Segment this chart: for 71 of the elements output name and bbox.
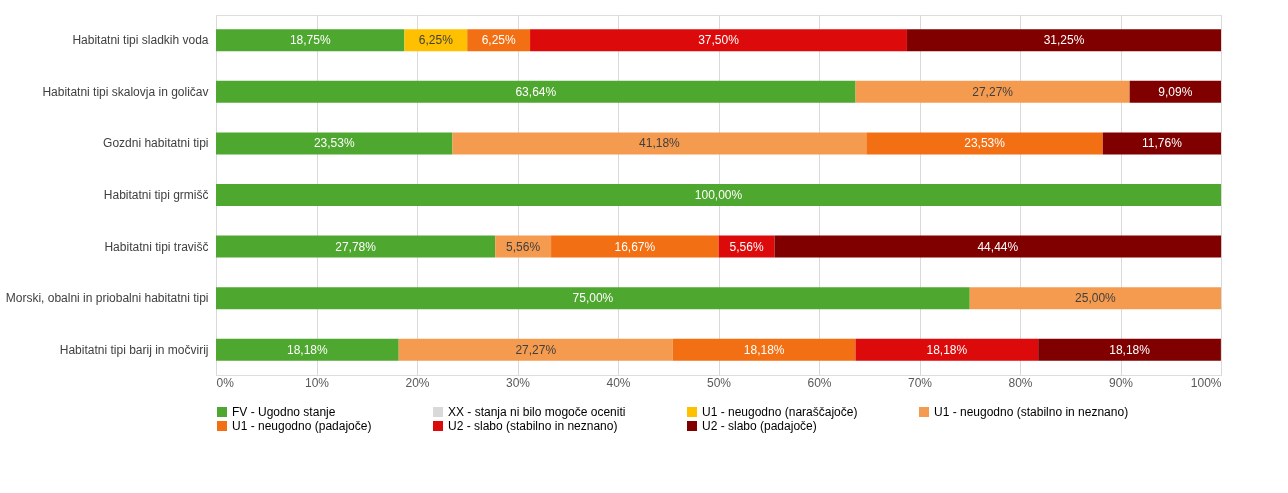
legend-label: U1 - neugodno (padajoče) (232, 419, 372, 433)
data-label: 27,27% (972, 84, 1014, 99)
data-label: 18,75% (289, 33, 331, 48)
bar (1129, 80, 1221, 103)
bar (452, 132, 867, 155)
bar (969, 287, 1221, 310)
x-tick-label: 40% (606, 375, 631, 390)
data-label: 6,25% (418, 33, 454, 48)
data-label: 9,09% (1158, 84, 1193, 99)
y-tick-label: Habitatni tipi skalovja in goličav (42, 84, 209, 99)
bar (530, 29, 907, 52)
data-label: 18,18% (743, 342, 785, 357)
bar (216, 132, 453, 155)
data-label: 6,25% (481, 33, 516, 48)
data-label: 27,78% (335, 239, 377, 254)
bar (216, 184, 1221, 206)
legend-label: U1 - neugodno (stabilno in neznano) (934, 405, 1129, 419)
bar (216, 29, 405, 52)
data-label: 5,56% (729, 239, 764, 254)
bar (216, 235, 496, 258)
data-label: 75,00% (572, 291, 614, 306)
bar (866, 132, 1103, 155)
x-tick-label: 0% (216, 375, 235, 390)
legend-label: U2 - slabo (padajoče) (702, 419, 817, 433)
x-tick-label: 90% (1108, 375, 1134, 390)
data-label: 27,27% (515, 342, 557, 357)
x-tick-label: 30% (505, 375, 531, 390)
data-label: 23,53% (313, 136, 355, 151)
y-tick-label: Gozdni habitatni tipi (103, 136, 209, 151)
data-label: 5,56% (506, 239, 541, 254)
data-label: 37,50% (698, 33, 740, 48)
bar (855, 338, 1039, 361)
x-tick-label: 60% (807, 375, 832, 390)
data-label: 23,53% (964, 136, 1006, 151)
legend-label: U1 - neugodno (naraščajoče) (702, 405, 858, 419)
bar (855, 80, 1130, 103)
data-label: 18,18% (926, 342, 968, 357)
data-label: 18,18% (1109, 342, 1151, 357)
bar (216, 338, 399, 361)
bar (216, 287, 970, 310)
x-tick-label: 20% (405, 375, 430, 390)
data-label: 25,00% (1075, 291, 1117, 306)
data-label: 100,00% (694, 188, 743, 202)
bar (1038, 338, 1221, 361)
bar (774, 235, 1222, 258)
data-label: 41,18% (639, 136, 681, 151)
legend-label: U2 - slabo (stabilno in neznano) (448, 419, 618, 433)
y-tick-label: Habitatni tipi barij in močvirij (59, 342, 209, 357)
y-tick-label: Morski, obalni in priobalni habitatni tipi (5, 291, 209, 306)
bar (1102, 132, 1221, 155)
data-label: 31,25% (1043, 33, 1085, 48)
data-label: 11,76% (1142, 136, 1183, 151)
y-tick-label: Habitatni tipi sladkih voda (72, 33, 209, 48)
x-tick-label: 100% (1190, 375, 1222, 390)
x-tick-label: 10% (304, 375, 330, 390)
x-tick-label: 80% (1008, 375, 1033, 390)
bar (398, 338, 673, 361)
bar (551, 235, 719, 258)
bar (216, 80, 856, 103)
y-tick-label: Habitatni tipi grmišč (103, 188, 209, 202)
legend-label: FV - Ugodno stanje (232, 405, 336, 419)
data-label: 16,67% (614, 239, 656, 254)
x-tick-label: 70% (907, 375, 933, 390)
data-label: 44,44% (977, 239, 1019, 254)
bar (906, 29, 1221, 52)
data-label: 18,18% (287, 342, 329, 357)
bar (672, 338, 856, 361)
legend-label: XX - stanja ni bilo mogoče oceniti (448, 405, 626, 419)
x-tick-label: 50% (706, 375, 732, 390)
data-label: 63,64% (515, 84, 557, 99)
y-tick-label: Habitatni tipi travišč (104, 239, 209, 254)
